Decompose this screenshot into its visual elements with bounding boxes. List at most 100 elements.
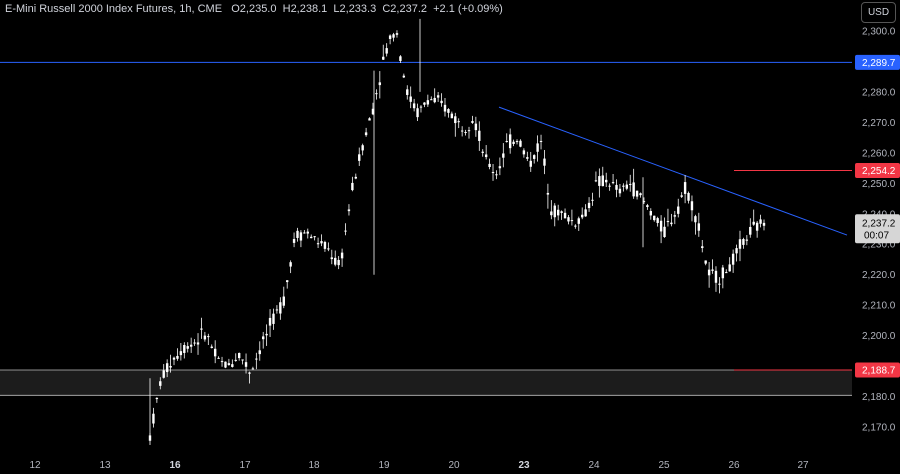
candle[interactable] <box>163 364 165 379</box>
candle[interactable] <box>567 215 569 224</box>
candle[interactable] <box>406 85 408 99</box>
candle[interactable] <box>677 199 679 218</box>
candle[interactable] <box>434 88 436 103</box>
candle[interactable] <box>742 238 744 249</box>
candle[interactable] <box>475 117 477 137</box>
candle[interactable] <box>694 215 696 235</box>
candle[interactable] <box>615 179 617 197</box>
candle[interactable] <box>361 144 363 156</box>
candle[interactable] <box>224 361 226 368</box>
candle[interactable] <box>176 348 178 360</box>
candle[interactable] <box>698 213 700 237</box>
candle[interactable] <box>739 231 741 261</box>
candle[interactable] <box>602 167 604 187</box>
candle[interactable] <box>358 148 360 166</box>
candle[interactable] <box>399 55 401 63</box>
candle[interactable] <box>447 108 449 118</box>
symbol-title[interactable]: E-Mini Russell 2000 Index Futures, 1h, C… <box>5 3 222 15</box>
candle[interactable] <box>588 197 590 212</box>
candle[interactable] <box>341 249 343 267</box>
candle[interactable] <box>183 342 185 358</box>
candle[interactable] <box>344 223 346 235</box>
candle[interactable] <box>605 173 607 187</box>
candle[interactable] <box>468 127 470 139</box>
candle[interactable] <box>187 342 189 352</box>
support-zone[interactable] <box>0 370 852 395</box>
candle[interactable] <box>464 130 466 136</box>
candle[interactable] <box>547 184 549 209</box>
candle[interactable] <box>221 357 223 367</box>
candle[interactable] <box>656 217 658 227</box>
candle[interactable] <box>485 145 487 159</box>
candle[interactable] <box>252 367 254 370</box>
candle[interactable] <box>207 334 209 345</box>
candle[interactable] <box>626 181 628 191</box>
candle[interactable] <box>259 341 261 360</box>
candle[interactable] <box>348 204 350 215</box>
candle[interactable] <box>560 210 562 220</box>
candle[interactable] <box>303 230 305 234</box>
candle[interactable] <box>512 140 514 146</box>
candle[interactable] <box>317 238 319 248</box>
candle[interactable] <box>519 139 521 147</box>
candle[interactable] <box>413 99 415 111</box>
candle[interactable] <box>523 148 525 157</box>
candle[interactable] <box>691 196 693 222</box>
candle[interactable] <box>375 89 377 99</box>
candle[interactable] <box>502 143 504 167</box>
candle[interactable] <box>389 34 391 44</box>
candle[interactable] <box>728 257 730 272</box>
candle[interactable] <box>454 113 456 137</box>
candle[interactable] <box>437 92 439 102</box>
candle[interactable] <box>211 344 213 348</box>
candle[interactable] <box>708 262 710 288</box>
candle[interactable] <box>732 250 734 273</box>
candle[interactable] <box>231 359 233 367</box>
candle[interactable] <box>241 359 243 364</box>
candle[interactable] <box>392 33 394 42</box>
candle[interactable] <box>461 126 463 136</box>
candle[interactable] <box>704 260 706 265</box>
candle[interactable] <box>536 135 538 161</box>
current-price-badge[interactable]: 2,237.200:07 <box>855 214 900 243</box>
candle[interactable] <box>646 204 648 210</box>
candle[interactable] <box>293 233 295 248</box>
candle[interactable] <box>190 338 192 353</box>
candle[interactable] <box>759 215 761 228</box>
candle[interactable] <box>506 133 508 142</box>
candle[interactable] <box>310 234 312 238</box>
candle[interactable] <box>663 217 665 237</box>
candle[interactable] <box>444 98 446 116</box>
candle[interactable] <box>283 287 285 308</box>
candle[interactable] <box>564 209 566 219</box>
candle[interactable] <box>701 240 703 252</box>
candle[interactable] <box>300 230 302 247</box>
candle[interactable] <box>746 235 748 245</box>
candle[interactable] <box>313 236 315 240</box>
candle[interactable] <box>478 121 480 151</box>
candle[interactable] <box>427 95 429 107</box>
candle[interactable] <box>396 30 398 37</box>
candle[interactable] <box>286 280 288 289</box>
candle[interactable] <box>409 86 411 108</box>
candle[interactable] <box>382 45 384 60</box>
candle[interactable] <box>235 353 237 361</box>
candle[interactable] <box>763 220 765 231</box>
candle[interactable] <box>636 191 638 200</box>
candle[interactable] <box>152 408 154 428</box>
candle[interactable] <box>591 193 593 206</box>
candle[interactable] <box>482 149 484 157</box>
candle[interactable] <box>680 192 682 198</box>
candle[interactable] <box>355 174 357 180</box>
candle[interactable] <box>471 116 473 124</box>
candle[interactable] <box>715 266 717 292</box>
candle[interactable] <box>320 234 322 246</box>
candle[interactable] <box>458 118 460 128</box>
candle[interactable] <box>492 164 494 181</box>
candle[interactable] <box>265 324 267 346</box>
candle[interactable] <box>756 221 758 238</box>
candle[interactable] <box>214 340 216 363</box>
candle[interactable] <box>749 218 751 237</box>
candle[interactable] <box>526 152 528 161</box>
candle[interactable] <box>718 277 720 293</box>
